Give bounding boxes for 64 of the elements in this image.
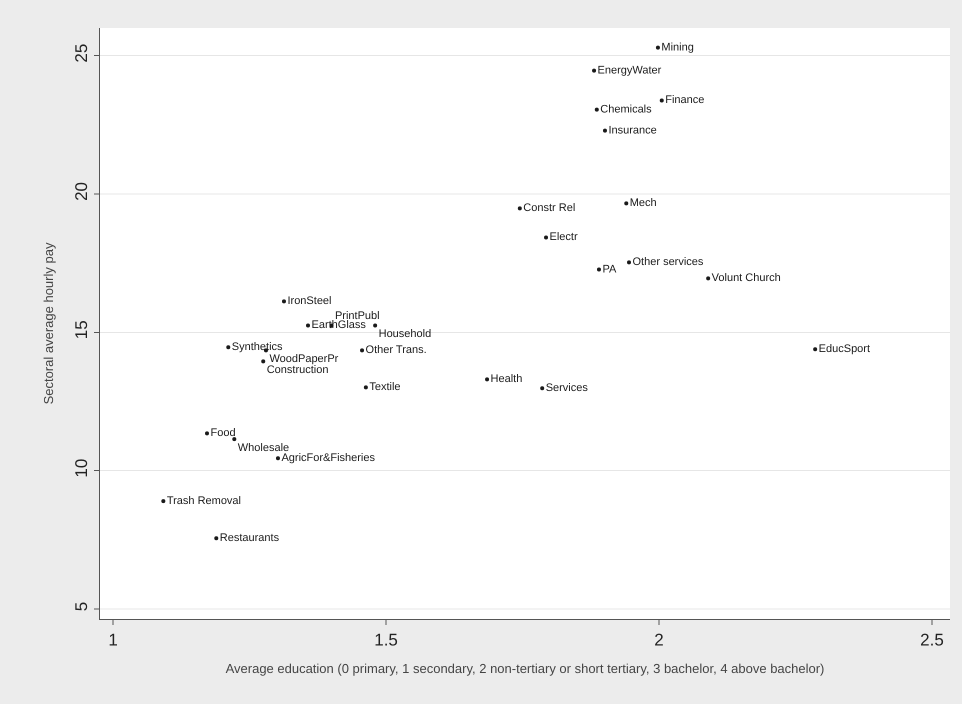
x-tick-label: 1 bbox=[108, 630, 118, 650]
data-label: Other services bbox=[632, 256, 704, 268]
data-label: AgricFor&Fisheries bbox=[281, 452, 376, 464]
point bbox=[161, 499, 166, 504]
data-label: IronSteel bbox=[287, 295, 332, 308]
data-label: Electr bbox=[550, 231, 578, 244]
x-axis-title: Average education (0 primary, 1 secondary, 2 non-tertiary or short tertiary, 3 bachelor, 4 above bachelor) bbox=[226, 661, 824, 676]
point bbox=[214, 536, 218, 540]
point bbox=[596, 268, 601, 272]
data-label: Textile bbox=[369, 381, 401, 394]
data-label: EducSport bbox=[818, 342, 870, 355]
data-label: Insurance bbox=[608, 124, 657, 136]
point bbox=[226, 345, 230, 350]
data-label: Construction bbox=[266, 364, 328, 376]
point bbox=[360, 348, 364, 352]
point bbox=[364, 385, 368, 390]
data-label: Trash Removal bbox=[166, 494, 241, 507]
data-label: Constr Rel bbox=[523, 202, 576, 214]
point bbox=[660, 98, 664, 102]
point bbox=[306, 323, 310, 328]
y-tick-label: 25 bbox=[72, 44, 92, 63]
point bbox=[627, 260, 631, 264]
data-label: Finance bbox=[665, 94, 704, 106]
point bbox=[544, 235, 548, 240]
data-label: Synthetics bbox=[232, 341, 284, 354]
data-label: EnergyWater bbox=[598, 64, 662, 76]
data-label: Volunt Church bbox=[712, 272, 781, 284]
point bbox=[602, 128, 607, 133]
data-label: PA bbox=[602, 263, 617, 276]
y-tick-label: 20 bbox=[72, 182, 92, 201]
y-tick-label: 15 bbox=[72, 320, 92, 340]
data-label: Other Trans. bbox=[366, 344, 427, 356]
point bbox=[518, 206, 522, 210]
y-axis-title: Sectoral average hourly pay bbox=[41, 242, 56, 404]
point bbox=[373, 323, 378, 328]
data-label: Services bbox=[546, 382, 588, 394]
data-label: Restaurants bbox=[220, 532, 280, 544]
point bbox=[624, 201, 628, 206]
data-label: WoodPaperPr bbox=[269, 353, 339, 366]
y-tick-label: 5 bbox=[72, 602, 92, 612]
y-tick-label: 10 bbox=[72, 458, 92, 478]
x-tick-label: 2.5 bbox=[920, 630, 944, 650]
x-tick-label: 2 bbox=[654, 630, 664, 650]
point bbox=[282, 299, 286, 304]
point bbox=[485, 377, 490, 382]
data-label: EarthGlass bbox=[312, 319, 366, 332]
point bbox=[594, 108, 599, 112]
data-label: Household bbox=[378, 328, 432, 340]
x-tick-label: 1.5 bbox=[374, 630, 398, 650]
point bbox=[205, 431, 209, 436]
data-label: Chemicals bbox=[600, 103, 652, 116]
point bbox=[813, 347, 818, 352]
point bbox=[261, 359, 266, 364]
point bbox=[540, 386, 544, 390]
data-label: Mining bbox=[661, 41, 694, 54]
data-label: Mech bbox=[630, 197, 657, 210]
data-label: Food bbox=[210, 427, 236, 440]
point bbox=[232, 437, 236, 442]
point bbox=[706, 276, 710, 280]
point bbox=[592, 68, 596, 73]
data-label: Health bbox=[490, 373, 522, 386]
data-label: Wholesale bbox=[238, 442, 290, 454]
point bbox=[656, 46, 660, 50]
point bbox=[276, 456, 280, 460]
